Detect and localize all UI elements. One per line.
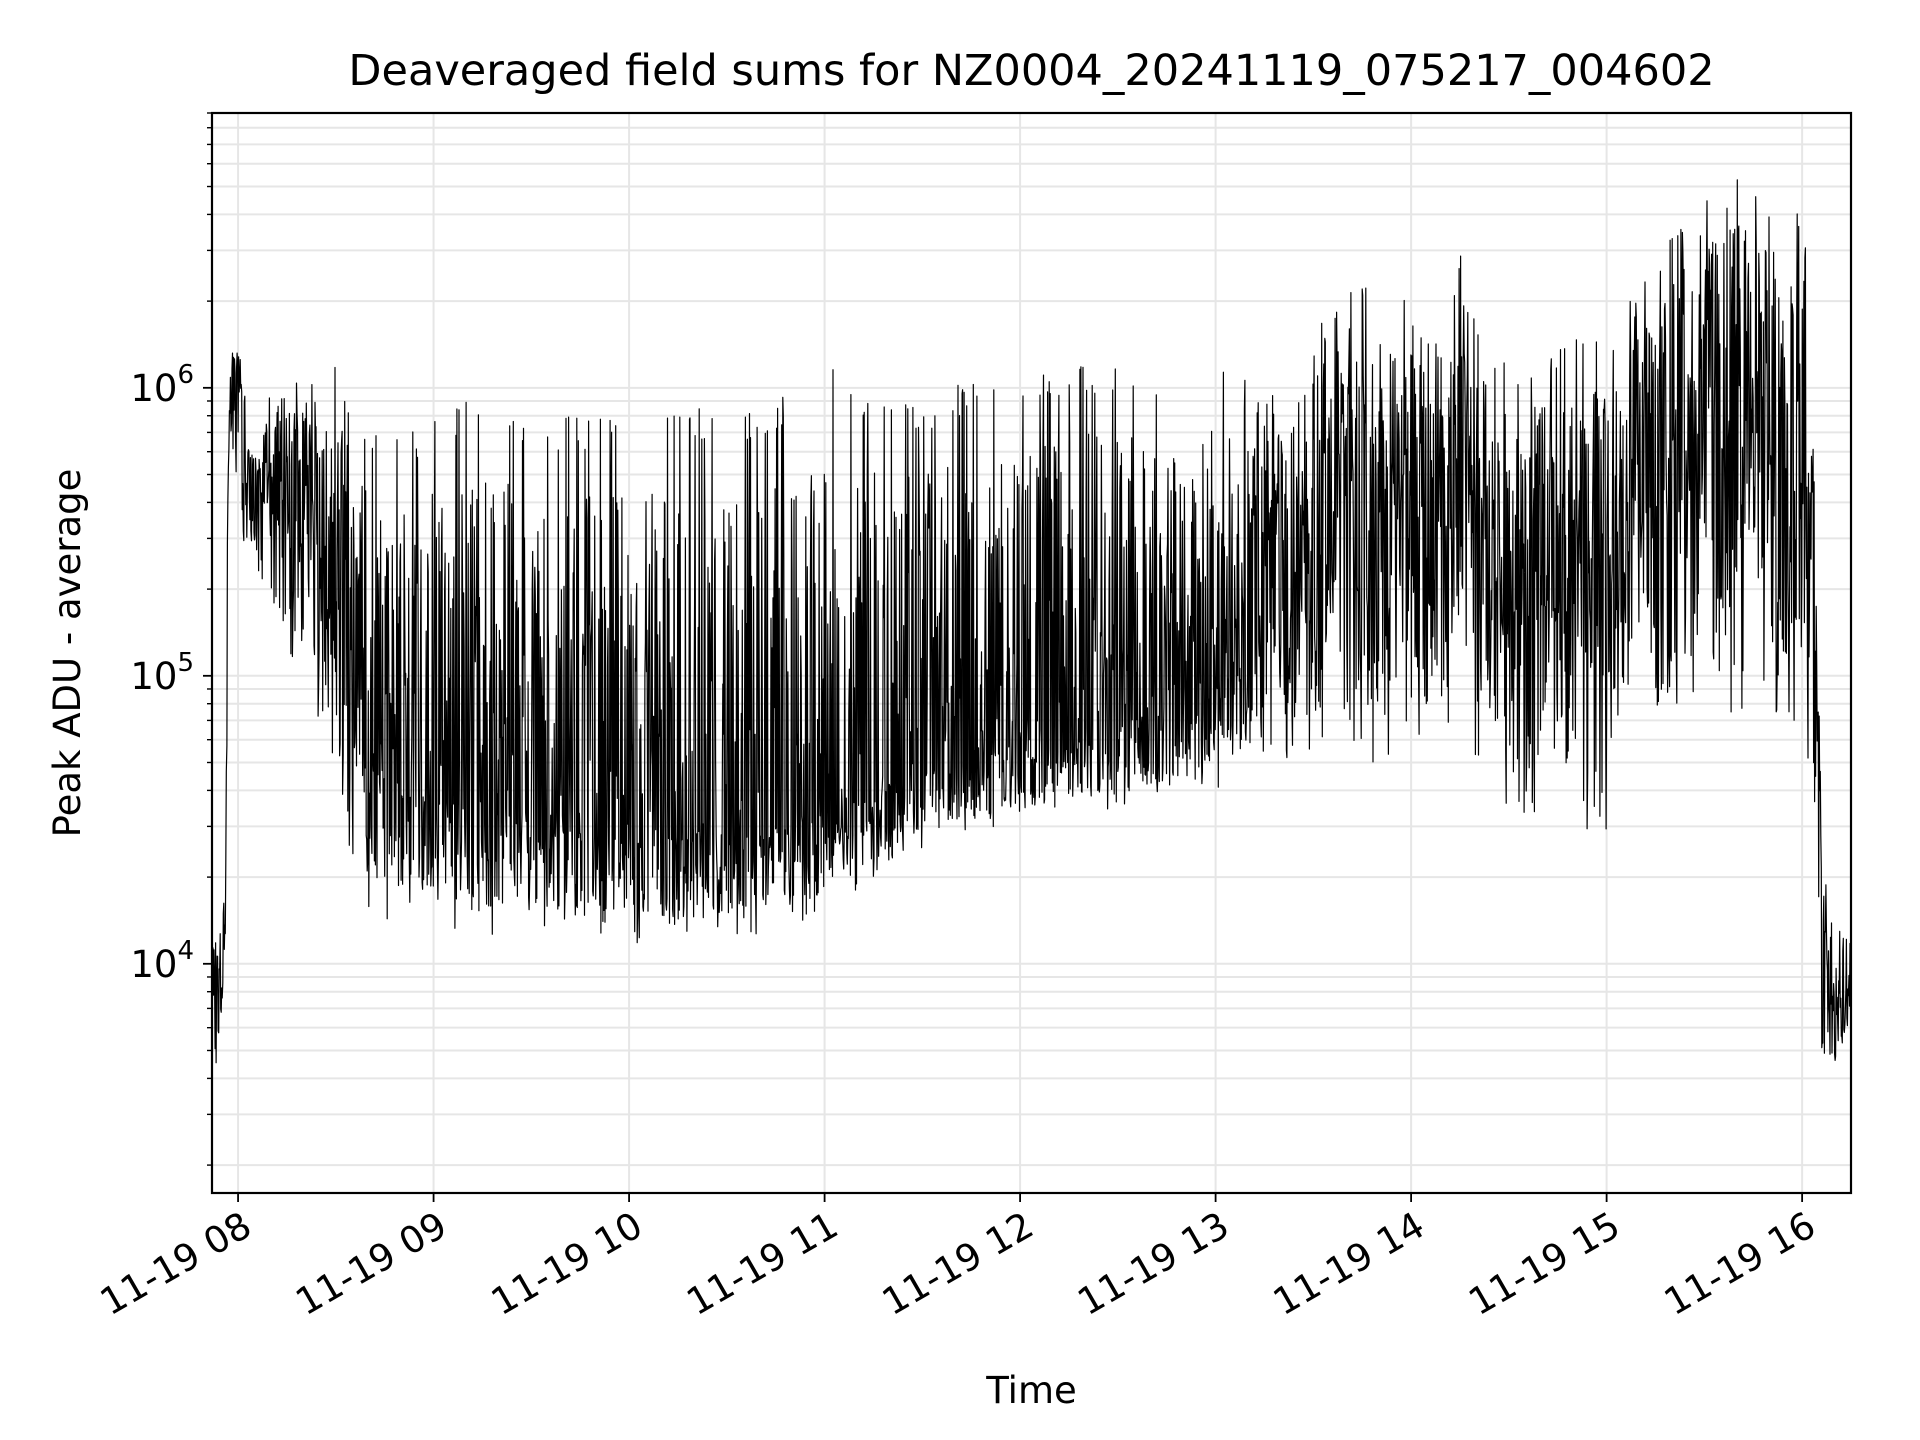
plot-area-frame <box>210 111 1853 1195</box>
x-axis-label: Time <box>985 1369 1077 1412</box>
series-line <box>211 179 1852 1064</box>
y-axis-label: Peak ADU - average <box>46 469 89 838</box>
y-tick-label: 104 <box>130 936 194 986</box>
series-line-path <box>211 179 1852 1064</box>
y-tick-label: 105 <box>130 648 194 698</box>
chart-title: Deaveraged field sums for NZ0004_2024111… <box>348 46 1714 96</box>
y-tick-label: 106 <box>130 360 194 410</box>
